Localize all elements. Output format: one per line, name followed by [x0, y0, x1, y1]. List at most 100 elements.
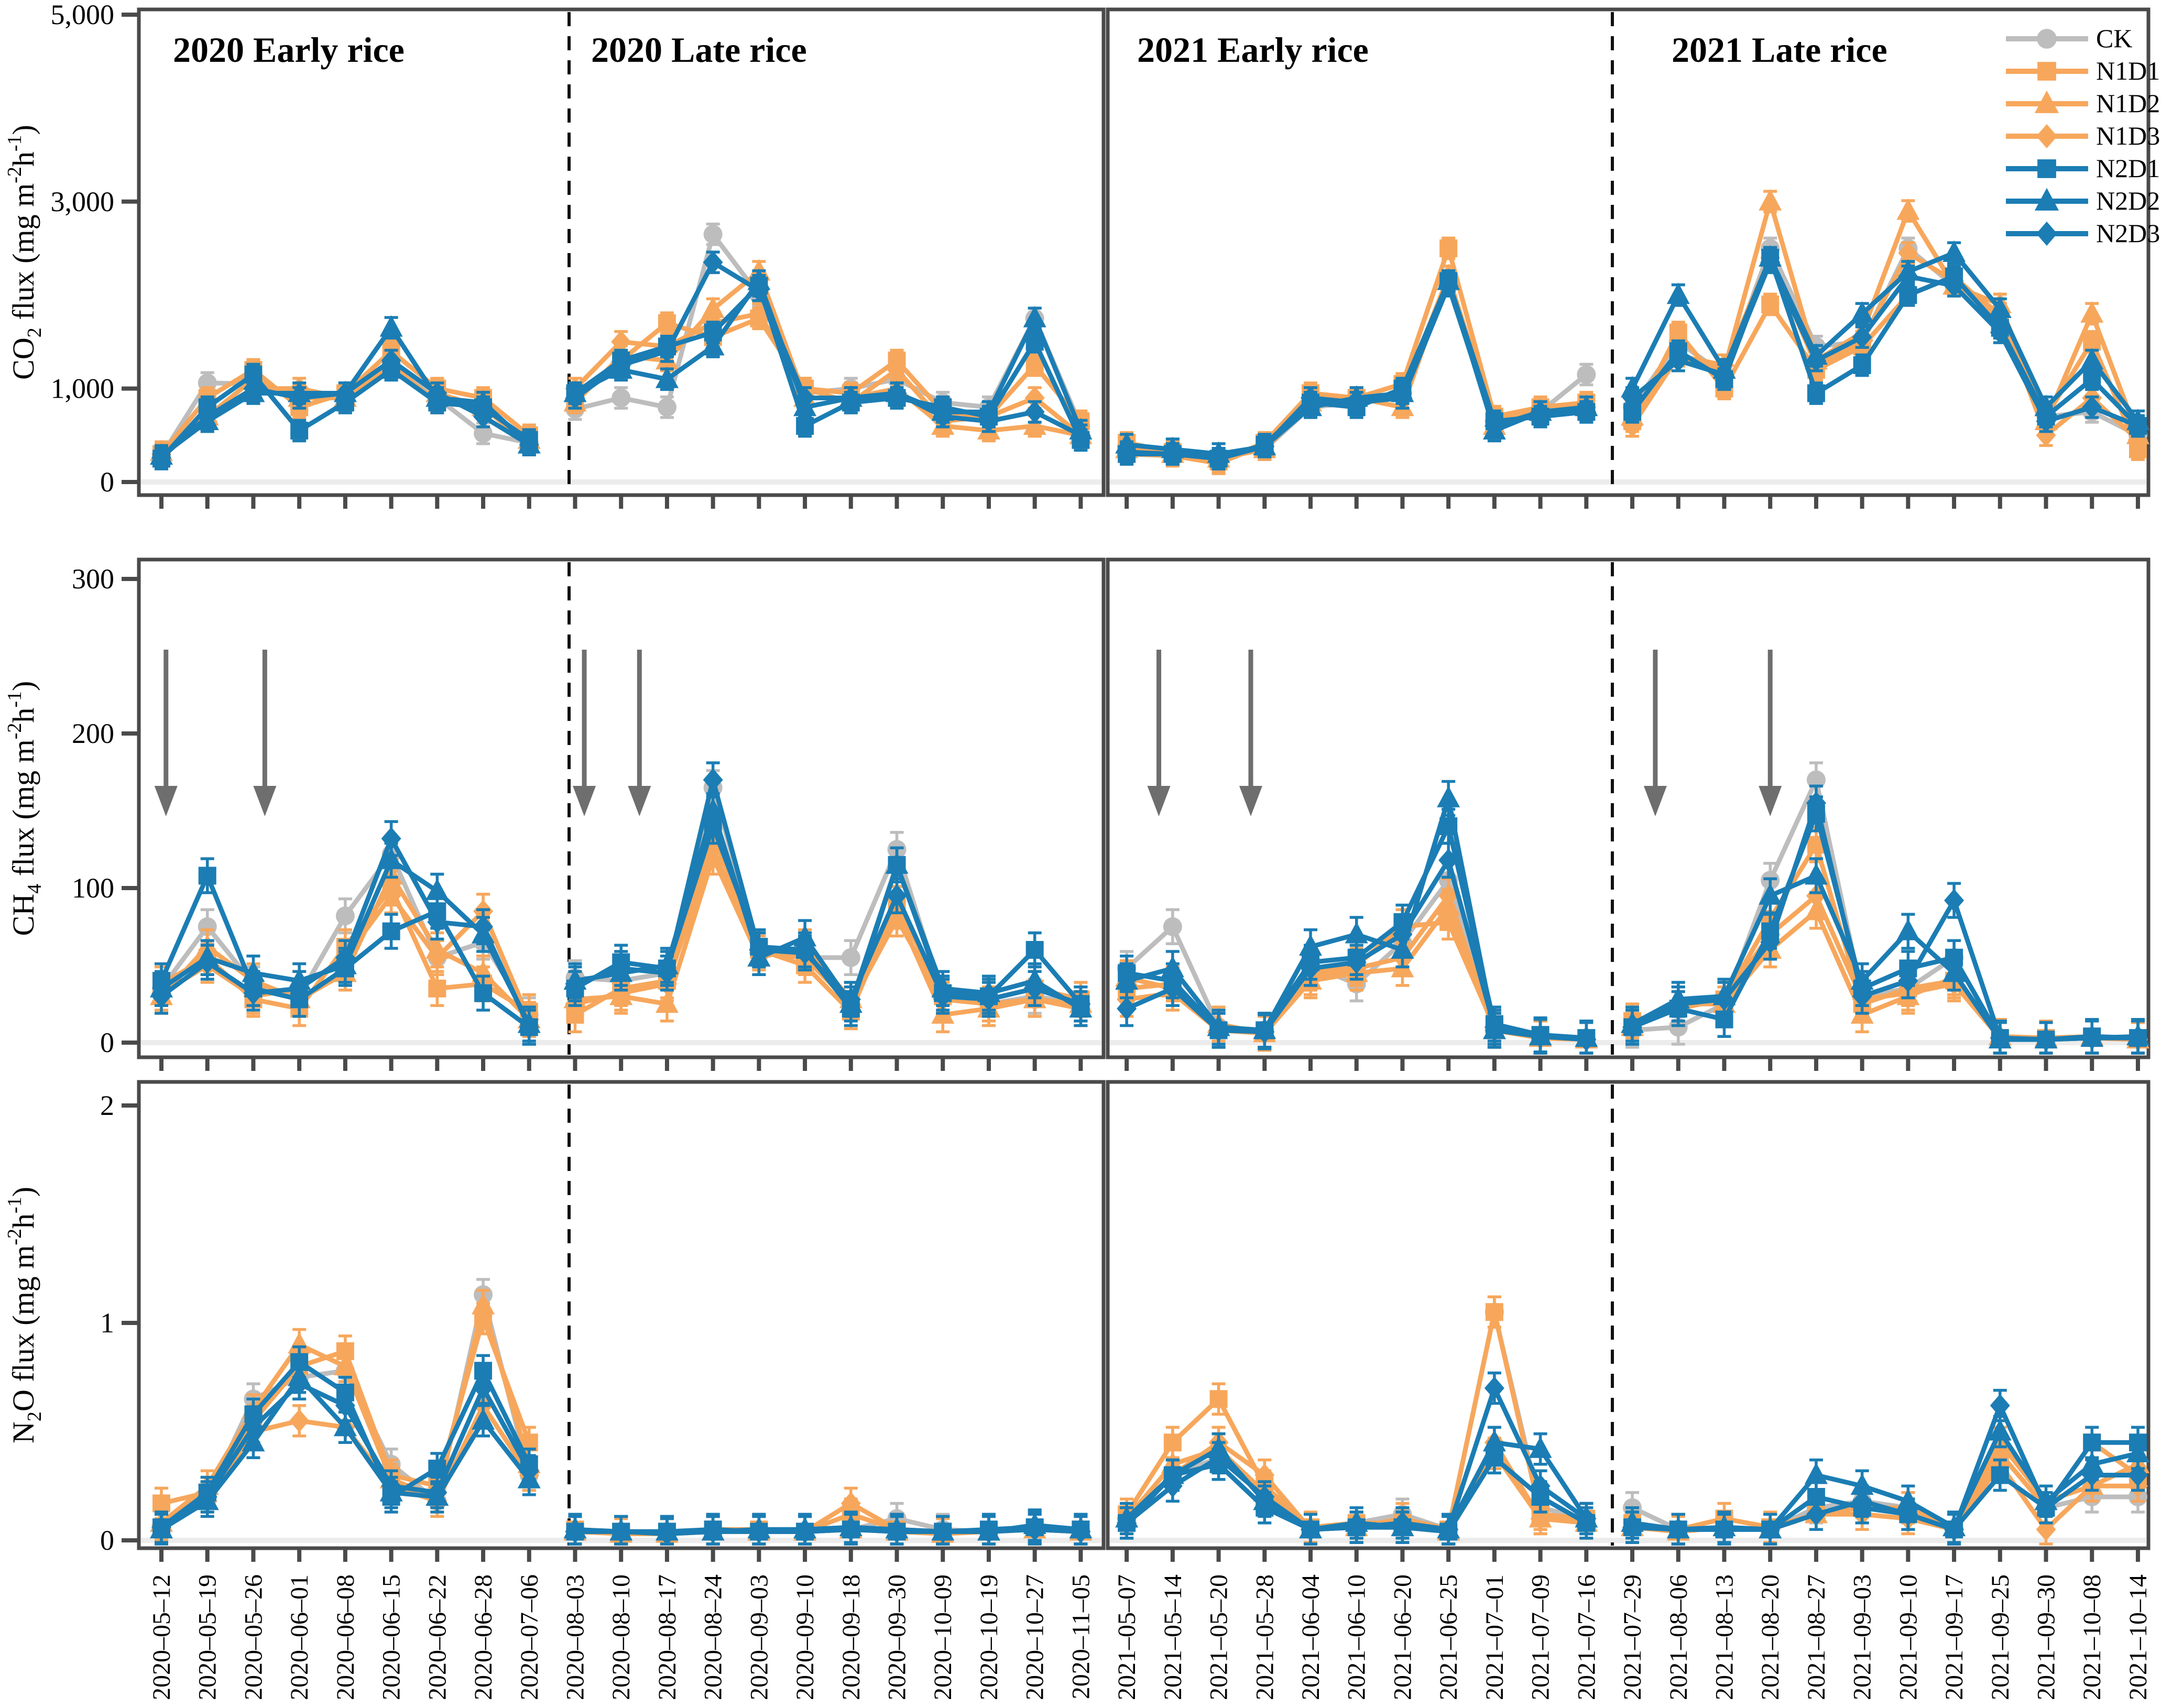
x-tick-label: 2021–10–08 — [2078, 1574, 2106, 1700]
x-tick-label: 2021–09–30 — [2033, 1574, 2060, 1700]
series-N2D3-ch4 — [151, 761, 2148, 1055]
x-tick-label: 2020–07–06 — [516, 1574, 543, 1700]
data-point-marker-N1D3 — [841, 1492, 861, 1515]
data-point-marker-N2D1 — [382, 922, 400, 940]
x-tick-label: 2021–08–20 — [1756, 1574, 1784, 1700]
data-point-marker-N2D2 — [885, 852, 909, 874]
data-point-marker-N2D3 — [1576, 1507, 1597, 1530]
data-point-marker-N2D3 — [1760, 1518, 1781, 1541]
annotation-layer — [154, 650, 1782, 816]
data-point-marker-N2D3 — [1071, 423, 1091, 447]
data-point-marker-N2D3 — [841, 988, 861, 1011]
legend: CK N1D1 N1D2 N1D3 N2D1 N2D2 N2D3 — [2006, 24, 2160, 248]
data-point-marker-N2D3 — [1346, 950, 1367, 974]
data-point-marker-N2D3 — [611, 354, 631, 377]
data-point-marker-N2D3 — [2082, 1026, 2102, 1050]
data-point-marker-N2D3 — [1898, 969, 1918, 992]
x-tick-label: 2021–06–10 — [1343, 1574, 1371, 1700]
y-tick-label: 0 — [100, 466, 114, 498]
data-point-marker-N2D3 — [1438, 1518, 1459, 1541]
data-point-marker-N2D3 — [1944, 889, 1964, 912]
data-point-marker-N2D3 — [1346, 391, 1367, 414]
data-point-marker-N2D3 — [427, 1481, 448, 1504]
data-point-marker-N2D3 — [1806, 349, 1826, 373]
data-point-marker-CK — [335, 906, 355, 926]
data-point-marker-N2D3 — [841, 386, 861, 410]
x-tick-label: 2020–09–03 — [745, 1574, 773, 1700]
y-axis-label-co2: CO2 flux (mg m-2h-1) — [4, 125, 46, 380]
data-point-marker-N2D3 — [427, 381, 448, 405]
data-point-marker-N1D2 — [1759, 189, 1782, 211]
data-point-marker-N2D2 — [379, 315, 403, 337]
legend-marker-N2D2-icon — [2034, 188, 2059, 211]
data-point-marker-N2D3 — [1117, 440, 1137, 464]
data-point-marker-N2D3 — [657, 340, 677, 363]
x-tick-label: 2020–06–01 — [286, 1574, 313, 1700]
data-point-marker-CK — [474, 424, 493, 443]
data-point-marker-N2D3 — [1208, 1019, 1229, 1042]
data-point-marker-N2D3 — [1024, 400, 1045, 424]
data-point-marker-N2D3 — [1622, 1015, 1643, 1039]
data-point-marker-N2D3 — [197, 950, 217, 974]
data-point-marker-N2D3 — [151, 1516, 171, 1539]
y-tick-label: 1,000 — [51, 373, 115, 404]
x-tick-label: 2021–05–14 — [1159, 1574, 1187, 1700]
data-point-marker-N1D2 — [2080, 301, 2104, 323]
data-point-marker-N2D3 — [2082, 396, 2102, 419]
data-point-marker-N2D3 — [381, 349, 401, 373]
y-tick-label: 0 — [100, 1525, 114, 1556]
data-point-marker-N2D3 — [1714, 988, 1734, 1011]
data-point-marker-N2D2 — [1896, 918, 1920, 940]
data-point-marker-N2D3 — [427, 910, 448, 934]
axes-layer: 0 1,000 3,000 5,000 CO2 flux (mg m-2h-1) 0 100… — [4, 0, 2152, 1700]
data-point-marker-N2D2 — [1023, 305, 1046, 327]
data-point-marker-N2D3 — [519, 1015, 539, 1039]
data-point-marker-N2D3 — [978, 410, 999, 433]
x-tick-label: 2020–09–18 — [837, 1574, 865, 1700]
data-point-marker-N2D3 — [1254, 1485, 1275, 1508]
data-point-marker-N2D2 — [1942, 240, 1966, 262]
data-point-marker-N2D3 — [933, 1520, 953, 1543]
data-point-marker-N2D3 — [381, 1474, 401, 1498]
y-tick-label: 300 — [72, 563, 114, 595]
data-point-marker-N2D3 — [795, 386, 815, 410]
x-tick-label: 2020–10–27 — [1021, 1574, 1049, 1700]
data-point-marker-N2D3 — [1484, 414, 1504, 437]
x-tick-label: 2020–06–28 — [470, 1574, 497, 1700]
x-tick-label: 2020–05–12 — [148, 1574, 176, 1700]
fertilization-arrow-head — [1147, 786, 1171, 816]
x-tick-label: 2021–06–20 — [1389, 1574, 1416, 1700]
data-point-marker-N2D2 — [1850, 301, 1874, 323]
data-point-marker-N2D1 — [2083, 370, 2101, 388]
data-point-marker-N2D2 — [1437, 785, 1460, 807]
data-point-marker-N2D2 — [1529, 1436, 1552, 1458]
x-tick-label: 2021–08–13 — [1710, 1574, 1738, 1700]
data-point-marker-N2D3 — [795, 941, 815, 965]
panel-border-co2-2020 — [137, 7, 1106, 497]
data-point-marker-N1D1 — [658, 314, 676, 332]
data-point-marker-N2D3 — [473, 915, 494, 938]
data-point-marker-N2D3 — [1990, 321, 2010, 344]
data-point-marker-N1D3 — [611, 330, 631, 354]
series-line — [574, 278, 1083, 432]
data-point-marker-N2D3 — [2127, 1026, 2148, 1050]
data-point-marker-N2D2 — [379, 847, 403, 869]
series-line — [1127, 278, 1587, 461]
data-point-marker-N2D3 — [1530, 400, 1551, 424]
series-line — [1630, 250, 2140, 423]
panel-borders — [137, 7, 2151, 1550]
x-tick-label: 2020–09–30 — [883, 1574, 911, 1700]
y-tick-label: 3,000 — [51, 186, 115, 217]
series-N2D3-n2o — [151, 1367, 2148, 1546]
data-point-marker-N2D3 — [1806, 791, 1826, 815]
series-line — [1126, 246, 1587, 464]
series-CK-ch4 — [152, 761, 2147, 1055]
data-point-marker-N2D3 — [151, 984, 171, 1008]
x-tick-label: 2020–06–15 — [378, 1574, 406, 1700]
data-point-marker-N2D3 — [243, 981, 264, 1005]
x-tick-label: 2021–05–07 — [1113, 1574, 1141, 1700]
data-point-marker-N2D2 — [1345, 922, 1368, 944]
y-tick-label: 100 — [72, 872, 114, 904]
legend-label-n1d1: N1D1 — [2096, 56, 2160, 85]
data-point-marker-CK — [657, 398, 676, 417]
